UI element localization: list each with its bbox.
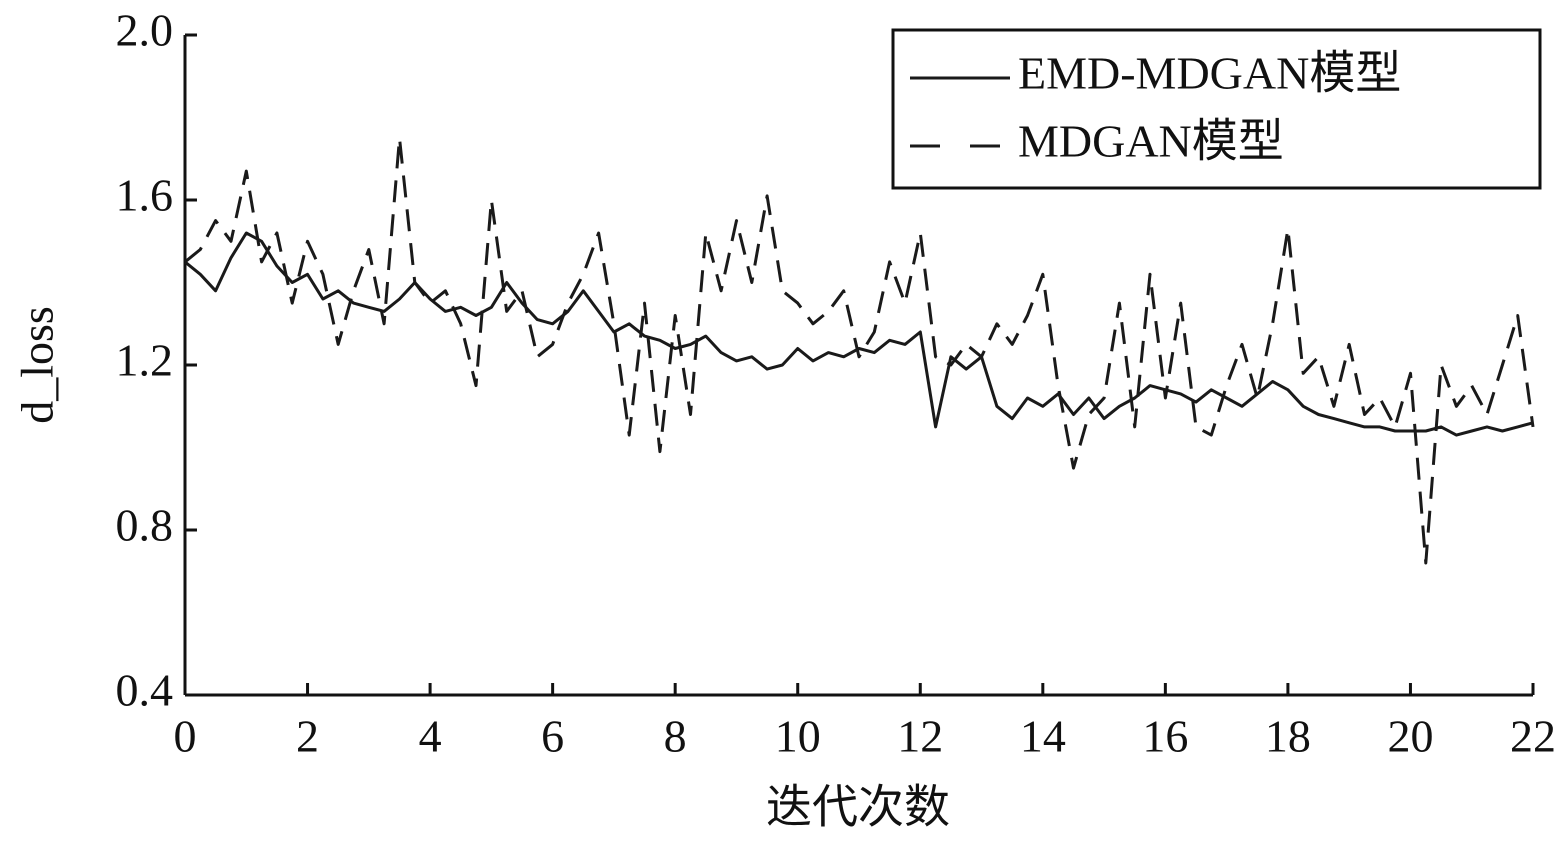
x-tick-label: 16 bbox=[1142, 711, 1188, 762]
x-tick-label: 0 bbox=[174, 711, 197, 762]
y-tick-label: 0.4 bbox=[116, 665, 174, 716]
legend-label: EMD-MDGAN模型 bbox=[1018, 48, 1401, 99]
x-tick-label: 18 bbox=[1265, 711, 1311, 762]
y-tick-label: 1.2 bbox=[116, 335, 174, 386]
x-tick-label: 8 bbox=[664, 711, 687, 762]
series-line bbox=[184, 136, 1535, 565]
series-line bbox=[184, 231, 1534, 437]
y-axis-label: d_loss bbox=[12, 306, 63, 424]
x-tick-label: 14 bbox=[1020, 711, 1066, 762]
x-tick-label: 20 bbox=[1387, 711, 1433, 762]
legend-box bbox=[891, 28, 1542, 190]
x-axis-label: 迭代次数 bbox=[766, 782, 950, 833]
legend-label: MDGAN模型 bbox=[1018, 116, 1284, 167]
y-tick-label: 0.8 bbox=[116, 500, 174, 551]
y-tick-label: 1.6 bbox=[116, 170, 174, 221]
x-tick-label: 22 bbox=[1510, 711, 1556, 762]
x-tick-label: 2 bbox=[296, 711, 319, 762]
x-tick-label: 4 bbox=[419, 711, 442, 762]
y-tick-label: 2.0 bbox=[116, 5, 174, 56]
x-tick-label: 10 bbox=[775, 711, 821, 762]
x-tick-label: 6 bbox=[541, 711, 564, 762]
x-tick-label: 12 bbox=[897, 711, 943, 762]
